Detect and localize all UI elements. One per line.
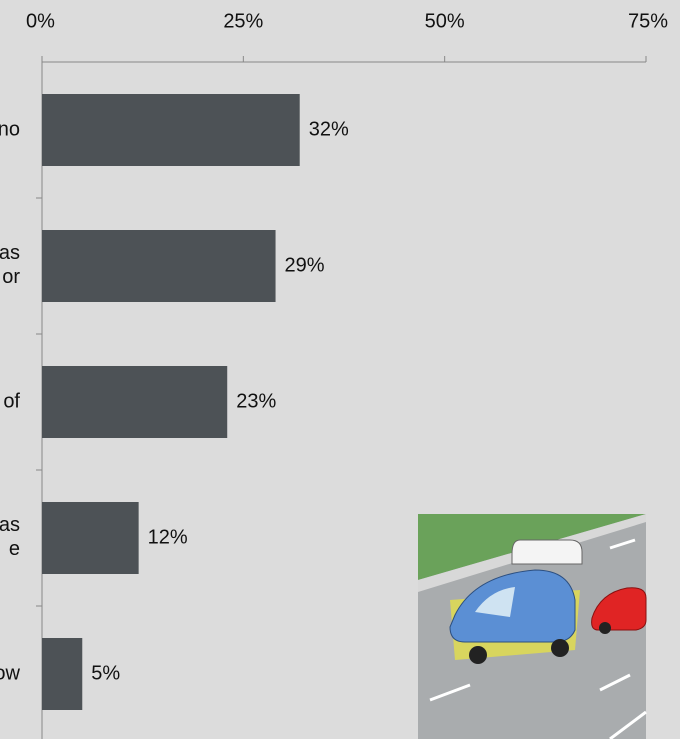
value-label: 23% bbox=[236, 390, 276, 412]
y-tick-label: as e bbox=[0, 514, 20, 560]
y-tick-label: as or bbox=[0, 242, 20, 288]
bar bbox=[42, 94, 300, 166]
bar bbox=[42, 366, 228, 438]
bar bbox=[42, 638, 83, 710]
value-label: 12% bbox=[148, 526, 188, 548]
value-label: 29% bbox=[285, 254, 325, 276]
bar bbox=[42, 502, 139, 574]
x-tick-label: 25% bbox=[223, 10, 263, 32]
value-label: 5% bbox=[91, 662, 120, 684]
x-tick-label: 50% bbox=[425, 10, 465, 32]
illustration bbox=[418, 514, 647, 739]
x-tick-label: 75% bbox=[628, 10, 668, 32]
x-tick-label: 0% bbox=[26, 10, 55, 32]
value-label: 32% bbox=[309, 118, 349, 140]
y-tick-label: of bbox=[3, 390, 20, 412]
bar bbox=[42, 230, 276, 302]
y-tick-label: no bbox=[0, 118, 20, 140]
y-tick-label: ow bbox=[0, 662, 21, 684]
